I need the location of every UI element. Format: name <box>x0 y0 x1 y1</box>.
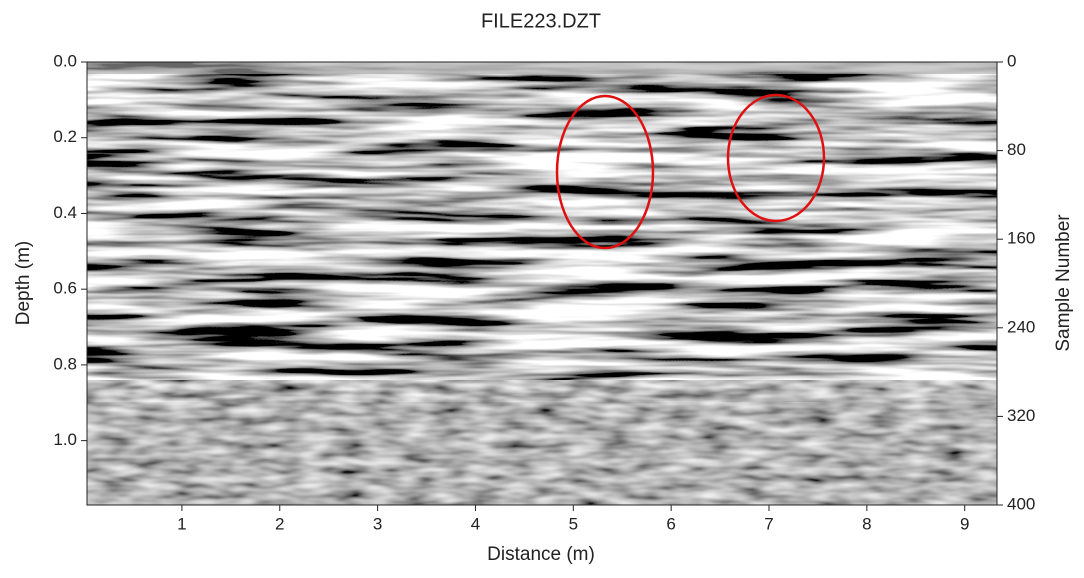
y-axis-label: Depth (m) <box>13 241 34 325</box>
highlight-ellipse <box>555 94 655 250</box>
x-tick-label: 1 <box>177 514 186 533</box>
x-tick-label: 8 <box>862 514 871 533</box>
y-tick-label: 1.0 <box>53 430 77 449</box>
x-tick-label: 3 <box>373 514 382 533</box>
x-tick-label: 2 <box>275 514 284 533</box>
x-tick-label: 5 <box>569 514 578 533</box>
y2-tick-label: 240 <box>1007 317 1035 336</box>
plot-frame <box>86 61 998 506</box>
y2-tick-label: 400 <box>1007 494 1035 513</box>
chart-title: FILE223.DZT <box>481 10 601 32</box>
x-tick-label: 6 <box>666 514 675 533</box>
x-tick-label: 9 <box>960 514 969 533</box>
y-tick-label: 0.0 <box>53 51 77 70</box>
y-tick-label: 0.2 <box>53 127 77 146</box>
y2-tick-label: 160 <box>1007 229 1035 248</box>
y2-axis-label: Sample Number <box>1053 214 1074 352</box>
y-tick-label: 0.8 <box>53 354 77 373</box>
x-tick-label: 4 <box>471 514 480 533</box>
radargram-image <box>87 62 997 505</box>
highlight-ellipse <box>726 93 826 223</box>
y2-tick-label: 0 <box>1007 51 1016 70</box>
x-axis-label: Distance (m) <box>487 544 595 565</box>
y-tick-label: 0.6 <box>53 279 77 298</box>
y2-tick-label: 80 <box>1007 140 1026 159</box>
y2-tick-label: 320 <box>1007 406 1035 425</box>
y-tick-label: 0.4 <box>53 203 77 222</box>
x-tick-label: 7 <box>764 514 773 533</box>
